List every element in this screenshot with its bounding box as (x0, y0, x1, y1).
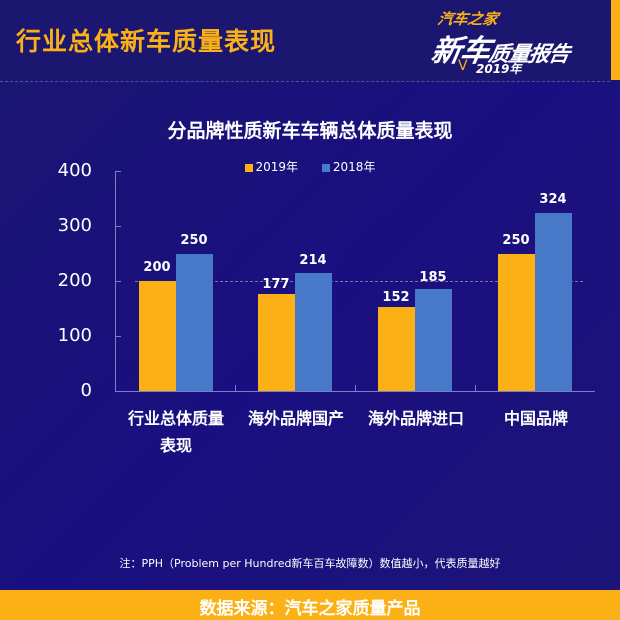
x-tickmark (235, 385, 236, 391)
x-category-label: 海外品牌国产 (236, 405, 356, 432)
x-category-label: 行业总体质量 表现 (116, 405, 236, 459)
x-category-line1: 中国品牌 (503, 409, 568, 428)
check-v-icon: V (458, 58, 468, 74)
y-tick-label: 300 (57, 215, 92, 236)
bar-value-label: 200 (143, 260, 171, 275)
x-category-line1: 海外品牌进口 (367, 409, 464, 428)
header-divider (0, 81, 610, 82)
y-tickmark (115, 336, 121, 337)
header-bar: 行业总体新车质量表现 汽车之家 新车质量报告 V 2019年 (0, 0, 620, 82)
footnote: 注：PPH（Problem per Hundred新车百车故障数）数值越小，代表… (119, 557, 501, 570)
autohome-logo: 汽车之家 新车质量报告 V 2019年 (428, 4, 608, 80)
legend-swatch-2018 (321, 163, 330, 172)
bar-2018-china-brand (535, 212, 572, 391)
x-category-label: 海外品牌进口 (356, 405, 476, 432)
x-category-line2: 表现 (159, 436, 192, 455)
y-tickmark (115, 226, 121, 227)
y-tick-label: 400 (57, 160, 92, 181)
bar-2019-overseas-import (378, 307, 415, 391)
x-category-line1: 海外品牌国产 (247, 409, 344, 428)
chart-title: 分品牌性质新车车辆总体质量表现 (167, 120, 453, 142)
bar-value-label: 250 (180, 233, 208, 248)
reference-line-200 (135, 281, 583, 282)
bar-2019-overseas-domestic (258, 293, 295, 391)
bar-2018-overseas-import (415, 289, 452, 391)
accent-strip (611, 0, 620, 80)
x-category-label: 中国品牌 (476, 405, 596, 432)
chart-legend: 2019年 2018年 (0, 158, 620, 175)
legend-item-2018: 2018年 (321, 158, 376, 175)
y-tick-label: 100 (57, 325, 92, 346)
bar-2018-industry (176, 253, 213, 391)
y-tickmark (115, 281, 121, 282)
bar-value-label: 185 (419, 270, 447, 285)
legend-item-2019: 2019年 (244, 158, 299, 175)
bar-value-label: 214 (299, 253, 327, 268)
bar-2019-china-brand (498, 253, 535, 391)
bar-value-label: 177 (262, 277, 290, 292)
legend-label-2019: 2019年 (255, 160, 299, 174)
bar-value-label: 250 (502, 233, 530, 248)
source-footer: 数据来源：汽车之家质量产品 (0, 590, 620, 620)
bar-value-label: 324 (539, 192, 567, 207)
x-category-line1: 行业总体质量 (127, 409, 224, 428)
x-tickmark (355, 385, 356, 391)
y-tickmark (115, 171, 121, 172)
x-tickmark (475, 385, 476, 391)
bar-value-label: 152 (382, 290, 410, 305)
page-title: 行业总体新车质量表现 (16, 27, 277, 56)
bar-2019-industry (139, 281, 176, 391)
y-tick-label: 200 (57, 270, 92, 291)
legend-swatch-2019 (244, 163, 253, 172)
bar-2018-overseas-domestic (295, 273, 332, 391)
legend-label-2018: 2018年 (332, 160, 376, 174)
source-text: 数据来源：汽车之家质量产品 (199, 599, 421, 619)
x-axis (115, 391, 595, 392)
logo-year: 2019年 (476, 62, 522, 76)
y-tick-label: 0 (80, 380, 92, 401)
